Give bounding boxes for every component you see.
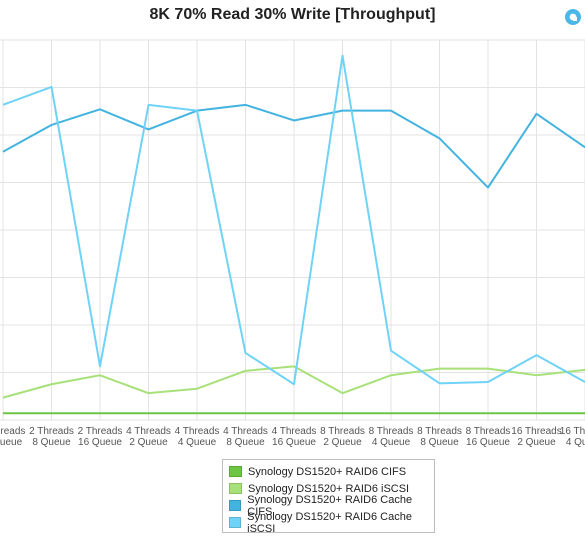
- series-line-4[interactable]: [2, 54, 585, 386]
- legend-swatch: [229, 517, 242, 528]
- legend-label: Synology DS1520+ RAID6 CIFS: [248, 465, 407, 478]
- x-tick-label: 4 Threads 16 Queue: [272, 426, 317, 448]
- legend-swatch: [229, 500, 242, 511]
- x-tick-label: 8 Threads 4 Queue: [369, 426, 414, 448]
- legend-item[interactable]: Synology DS1520+ RAID6 Cache CIFS: [229, 494, 428, 518]
- legend-item[interactable]: Synology DS1520+ RAID6 CIFS: [229, 463, 428, 480]
- legend-label: Synology DS1520+ RAID6 Cache iSCSI: [247, 510, 412, 535]
- series-line-3[interactable]: [2, 103, 585, 189]
- x-tick-label: 16 Threads 2 Queue: [511, 426, 561, 448]
- legend-label: Synology DS1520+ RAID6 iSCSI: [248, 482, 410, 495]
- legend-item[interactable]: Synology DS1520+ RAID6 iSCSI: [229, 480, 428, 497]
- chart-options-icon[interactable]: [564, 8, 582, 26]
- legend-label: Synology DS1520+ RAID6 Cache CIFS: [247, 493, 413, 518]
- x-tick-label: 4 Threads 4 Queue: [175, 426, 220, 448]
- x-tick-label: 2 Threads 8 Queue: [29, 426, 74, 448]
- series-line-2[interactable]: [2, 365, 585, 399]
- x-tick-label: 8 Threads 8 Queue: [417, 426, 462, 448]
- x-tick-label: 2 Threads 16 Queue: [78, 426, 123, 448]
- legend-swatch: [229, 483, 242, 494]
- x-tick-label: 4 Threads 8 Queue: [223, 426, 268, 448]
- x-tick-label: 4 Threads 2 Queue: [126, 426, 171, 448]
- x-tick-label: 8 Threads 2 Queue: [320, 426, 365, 448]
- grid-lines: [0, 39, 585, 421]
- legend: Synology DS1520+ RAID6 CIFS Synology DS1…: [222, 459, 435, 535]
- legend-swatch: [229, 466, 242, 477]
- x-tick-label: 8 Threads 16 Queue: [466, 426, 511, 448]
- chart-title: 8K 70% Read 30% Write [Throughput]: [149, 6, 436, 23]
- series-lines: [2, 54, 585, 415]
- legend-item[interactable]: Synology DS1520+ RAID6 Cache iSCSI: [229, 511, 428, 535]
